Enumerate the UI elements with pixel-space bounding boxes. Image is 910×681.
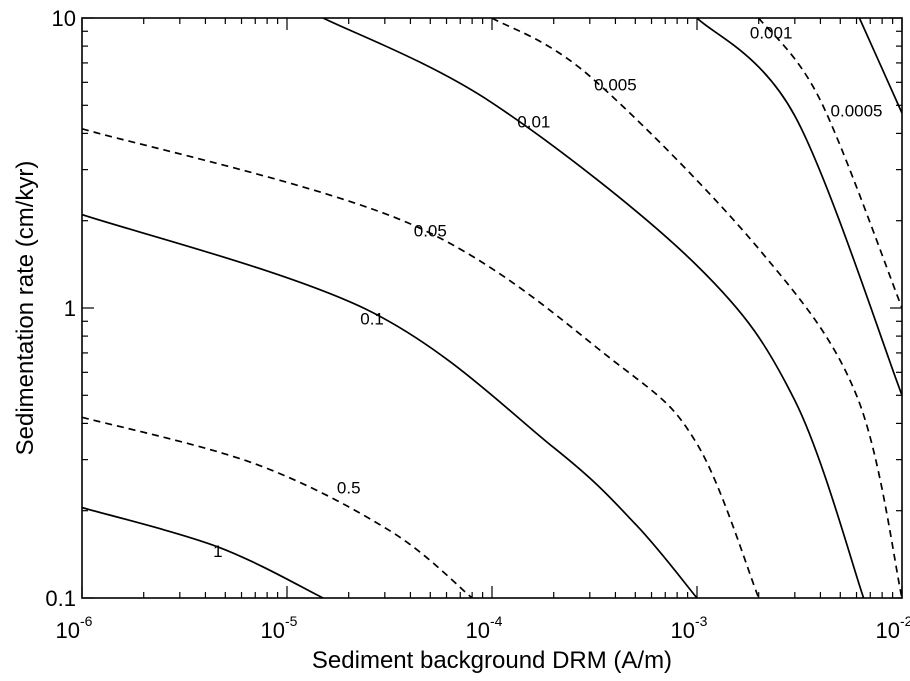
x-tick-label: 10-2 bbox=[876, 613, 910, 643]
contour-label-0_1: 0.1 bbox=[360, 310, 384, 329]
contour-line-0_5 bbox=[82, 416, 473, 598]
contour-lines bbox=[82, 18, 902, 598]
contour-line-unlabeled-8 bbox=[858, 18, 902, 114]
contour-label-1: 1 bbox=[213, 542, 222, 561]
contour-line-1 bbox=[82, 506, 324, 598]
y-tick-label: 10 bbox=[52, 6, 76, 31]
x-tick-label: 10-6 bbox=[56, 613, 93, 643]
contour-label-0_0005: 0.0005 bbox=[831, 101, 883, 120]
minor-ticks bbox=[82, 18, 902, 598]
y-axis-title: Sedimentation rate (cm/kyr) bbox=[12, 161, 39, 456]
y-tick-label: 0.1 bbox=[45, 586, 76, 611]
contour-label-0_001: 0.001 bbox=[750, 24, 793, 43]
x-tick-label: 10-4 bbox=[466, 613, 503, 643]
major-ticks bbox=[81, 17, 903, 599]
plot-frame bbox=[81, 17, 903, 599]
contour-label-0_01: 0.01 bbox=[517, 112, 550, 131]
y-tick-label: 1 bbox=[64, 296, 76, 321]
contour-line-0_0005 bbox=[758, 18, 902, 309]
contour-labels: 1 0.5 0.1 0.05 0.01 0.005 0.001 0.0005 bbox=[213, 24, 882, 562]
contour-line-0_1 bbox=[82, 213, 698, 598]
contour-label-0_05: 0.05 bbox=[414, 222, 447, 241]
contour-line-0_05 bbox=[82, 127, 760, 598]
x-axis-title: Sediment background DRM (A/m) bbox=[312, 647, 672, 674]
contour-line-0_01 bbox=[322, 18, 865, 598]
x-tick-labels: 10-6 10-5 10-4 10-3 10-2 bbox=[56, 613, 910, 643]
contour-label-0_5: 0.5 bbox=[337, 479, 361, 498]
x-tick-label: 10-3 bbox=[671, 613, 708, 643]
y-tick-labels: 0.1 1 10 bbox=[45, 6, 76, 611]
contour-line-0_001 bbox=[696, 18, 902, 396]
contour-label-0_005: 0.005 bbox=[594, 75, 637, 94]
contour-line-0_005 bbox=[491, 18, 902, 598]
x-tick-label: 10-5 bbox=[261, 613, 298, 643]
